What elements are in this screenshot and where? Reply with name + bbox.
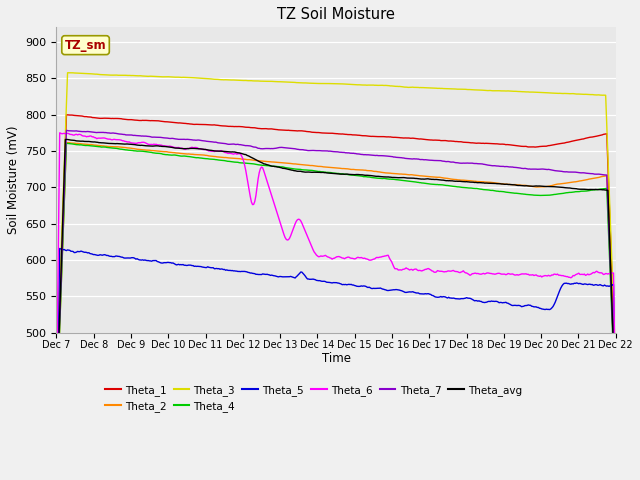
Theta_2 xyxy=(612,404,620,409)
Theta_avg xyxy=(612,409,620,415)
Theta_avg xyxy=(600,187,607,192)
Theta_2 xyxy=(52,416,60,422)
Theta_3 xyxy=(323,81,330,86)
Theta_6 xyxy=(387,257,394,263)
Theta_avg xyxy=(319,169,327,175)
Theta_6 xyxy=(356,255,364,261)
Theta_1 xyxy=(319,130,327,136)
Theta_1 xyxy=(512,143,520,148)
Theta_avg xyxy=(52,415,60,420)
Theta_6 xyxy=(323,253,330,259)
Theta_4 xyxy=(319,169,327,175)
Theta_1 xyxy=(64,112,72,118)
Theta_6 xyxy=(612,411,620,417)
Theta_1 xyxy=(612,380,620,386)
Theta_7 xyxy=(323,148,330,154)
Theta_avg xyxy=(323,170,330,176)
Theta_5 xyxy=(356,283,364,289)
Theta_6 xyxy=(52,411,60,417)
Theta_4 xyxy=(600,186,607,192)
Theta_1 xyxy=(323,130,330,136)
Theta_4 xyxy=(387,176,394,182)
Line: Theta_3: Theta_3 xyxy=(56,73,616,384)
Theta_2 xyxy=(356,167,364,173)
Theta_3 xyxy=(600,92,607,98)
Theta_3 xyxy=(512,88,520,94)
Line: Theta_5: Theta_5 xyxy=(56,249,616,472)
Line: Theta_1: Theta_1 xyxy=(56,115,616,406)
Theta_7 xyxy=(512,165,520,170)
Theta_6 xyxy=(512,272,520,278)
Theta_5 xyxy=(512,302,520,308)
Theta_6 xyxy=(600,272,607,277)
Theta_1 xyxy=(387,134,394,140)
Theta_4 xyxy=(356,173,364,179)
Theta_2 xyxy=(387,170,394,176)
Theta_4 xyxy=(63,140,70,146)
Line: Theta_7: Theta_7 xyxy=(56,131,616,413)
Y-axis label: Soil Moisture (mV): Soil Moisture (mV) xyxy=(7,126,20,234)
Theta_7 xyxy=(63,128,70,133)
Theta_2 xyxy=(63,140,70,145)
Theta_3 xyxy=(387,83,394,89)
Theta_5 xyxy=(612,418,620,424)
Theta_avg xyxy=(356,172,364,178)
Theta_5 xyxy=(600,283,607,289)
Legend: Theta_1, Theta_2, Theta_3, Theta_4, Theta_5, Theta_6, Theta_7, Theta_avg: Theta_1, Theta_2, Theta_3, Theta_4, Thet… xyxy=(100,381,527,416)
Theta_3 xyxy=(64,70,72,76)
Line: Theta_6: Theta_6 xyxy=(56,133,616,414)
X-axis label: Time: Time xyxy=(321,352,351,365)
Line: Theta_4: Theta_4 xyxy=(56,143,616,419)
Theta_7 xyxy=(319,148,327,154)
Theta_3 xyxy=(319,81,327,86)
Theta_1 xyxy=(52,403,60,408)
Theta_5 xyxy=(387,288,394,293)
Theta_5 xyxy=(56,246,63,252)
Theta_5 xyxy=(319,278,327,284)
Theta_avg xyxy=(387,174,394,180)
Theta_3 xyxy=(52,382,60,387)
Theta_5 xyxy=(323,279,330,285)
Theta_2 xyxy=(323,164,330,170)
Theta_7 xyxy=(387,154,394,159)
Theta_3 xyxy=(356,82,364,88)
Theta_1 xyxy=(356,132,364,138)
Theta_5 xyxy=(52,469,60,475)
Theta_7 xyxy=(600,172,607,178)
Theta_3 xyxy=(612,363,620,369)
Theta_6 xyxy=(319,253,327,259)
Line: Theta_2: Theta_2 xyxy=(56,143,616,419)
Theta_1 xyxy=(600,132,607,137)
Text: TZ_sm: TZ_sm xyxy=(65,39,106,52)
Theta_4 xyxy=(52,416,60,422)
Line: Theta_avg: Theta_avg xyxy=(56,140,616,418)
Theta_2 xyxy=(512,182,520,188)
Theta_7 xyxy=(52,410,60,416)
Title: TZ Soil Moisture: TZ Soil Moisture xyxy=(277,7,395,22)
Theta_6 xyxy=(56,130,63,136)
Theta_7 xyxy=(612,404,620,410)
Theta_avg xyxy=(63,137,70,143)
Theta_2 xyxy=(319,164,327,170)
Theta_4 xyxy=(612,411,620,417)
Theta_4 xyxy=(323,169,330,175)
Theta_2 xyxy=(600,173,607,179)
Theta_avg xyxy=(512,182,520,188)
Theta_7 xyxy=(356,151,364,157)
Theta_4 xyxy=(512,191,520,196)
